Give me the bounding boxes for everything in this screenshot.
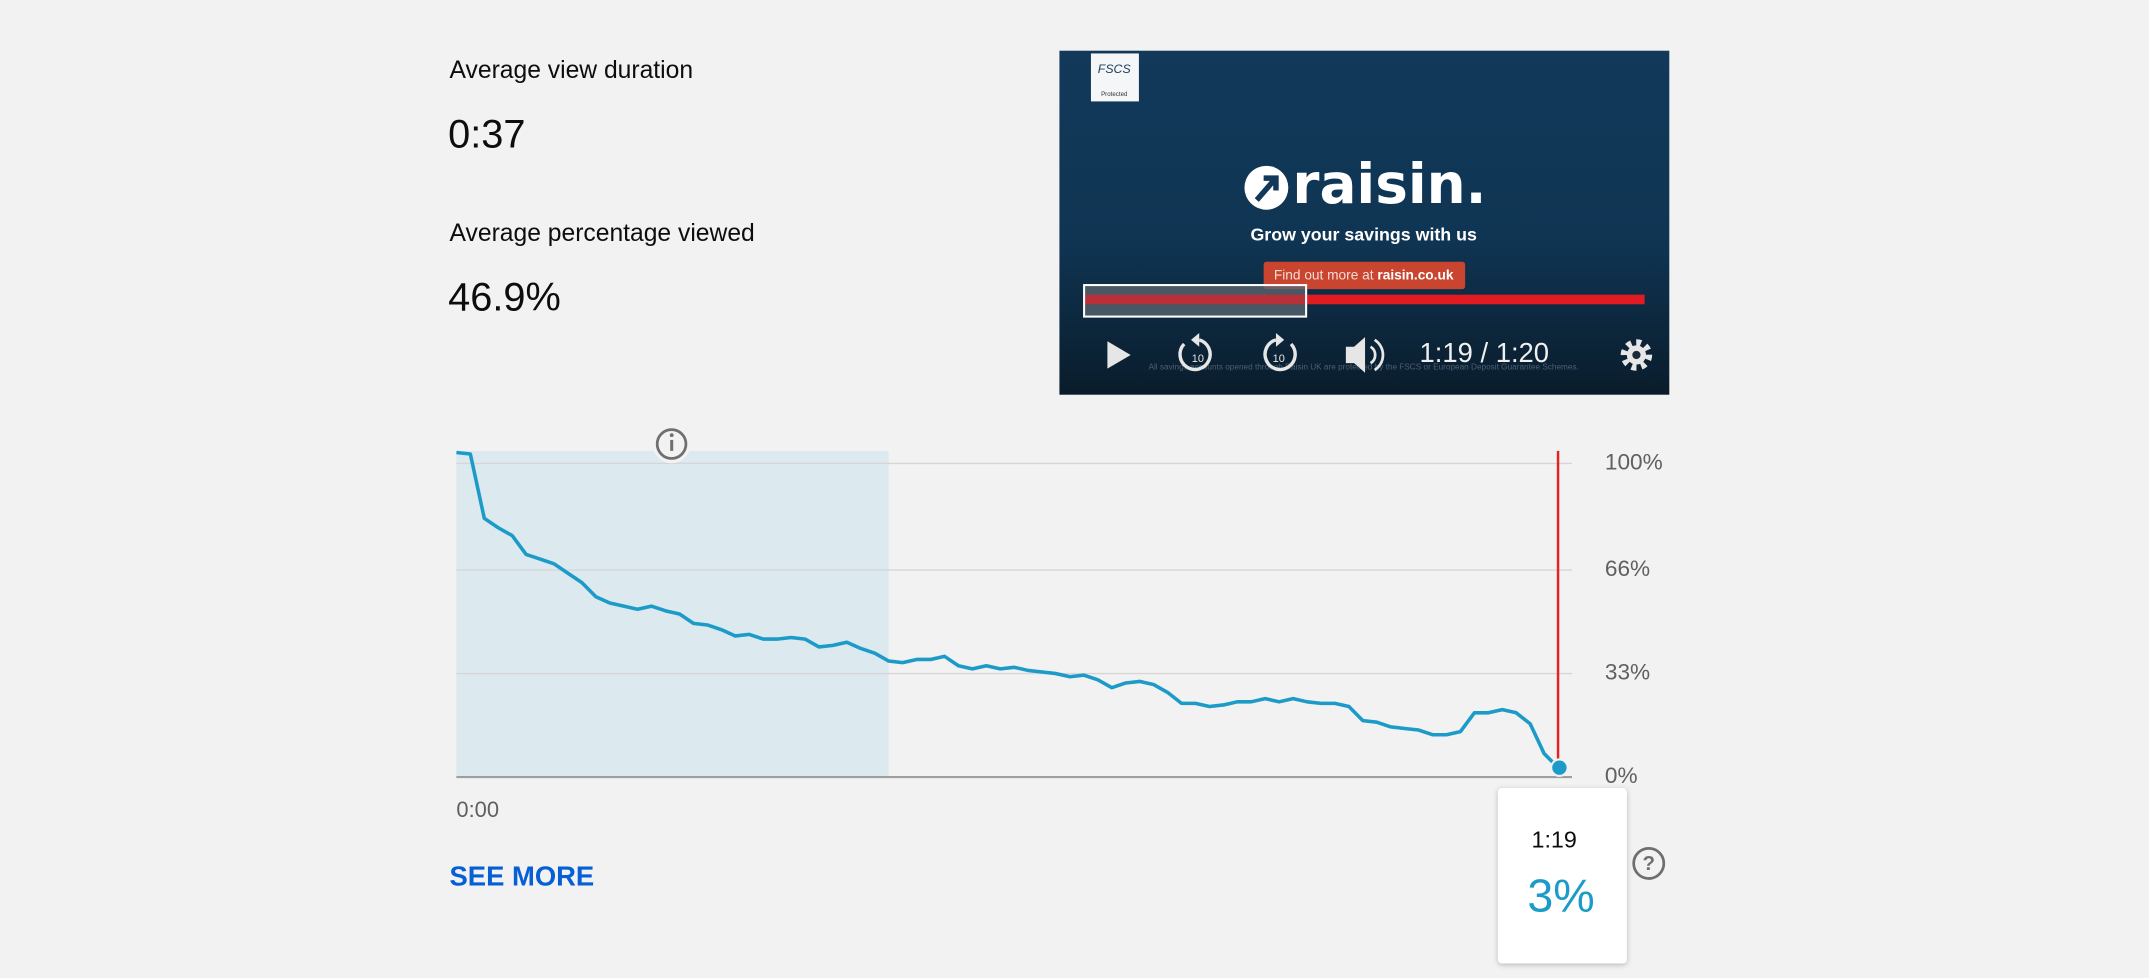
badge-sub: Protected bbox=[1101, 91, 1128, 98]
hover-point bbox=[1550, 758, 1569, 777]
play-button[interactable] bbox=[1107, 341, 1131, 369]
progress-bar[interactable] bbox=[1084, 294, 1645, 305]
info-icon[interactable] bbox=[652, 424, 691, 464]
stat-label: Average percentage viewed bbox=[450, 220, 755, 247]
settings-button[interactable] bbox=[1620, 339, 1653, 371]
video-player[interactable]: FSCS Protected raisin. Grow your savings… bbox=[1059, 50, 1670, 395]
y-tick-label: 0% bbox=[1605, 763, 1638, 788]
tooltip-box bbox=[1497, 788, 1627, 964]
stat-label: Average view duration bbox=[450, 57, 694, 84]
fscs-badge bbox=[1090, 53, 1139, 102]
tooltip-value: 3% bbox=[1527, 869, 1594, 921]
y-tick-label: 66% bbox=[1605, 556, 1650, 581]
rewind-label: 10 bbox=[1192, 353, 1204, 365]
brand: raisin. bbox=[1292, 152, 1486, 216]
see-more-link[interactable]: SEE MORE bbox=[450, 861, 595, 892]
cta-link: raisin.co.uk bbox=[1377, 267, 1453, 282]
player-time: 1:19 / 1:20 bbox=[1420, 337, 1550, 368]
svg-text:?: ? bbox=[1642, 852, 1655, 875]
tagline: Grow your savings with us bbox=[1250, 224, 1477, 244]
cta-prefix: Find out more at bbox=[1274, 267, 1374, 282]
retention-chart: 0% 33% 66% 100% 0:00 bbox=[456, 449, 1663, 822]
badge-text: FSCS bbox=[1098, 62, 1132, 76]
retention-line bbox=[456, 450, 1560, 769]
tooltip-time: 1:19 bbox=[1532, 827, 1577, 853]
volume-button[interactable] bbox=[1345, 337, 1385, 373]
video-frame bbox=[1059, 50, 1670, 395]
cta: Find out more at raisin.co.uk bbox=[1274, 267, 1454, 282]
cta-button bbox=[1263, 261, 1466, 290]
help-icon[interactable]: ? bbox=[1632, 846, 1666, 880]
stat-value: 46.9% bbox=[448, 276, 561, 320]
y-tick-label: 100% bbox=[1605, 449, 1663, 474]
y-tick-label: 33% bbox=[1605, 660, 1650, 685]
stat-value: 0:37 bbox=[448, 113, 525, 157]
preview-bar bbox=[1085, 294, 1305, 305]
rewind-button[interactable] bbox=[1178, 333, 1212, 372]
brand-arrow bbox=[1254, 175, 1279, 202]
x-tick-label: 0:00 bbox=[456, 797, 499, 822]
forward-label: 10 bbox=[1273, 353, 1285, 365]
tooltip: 1:19 3% bbox=[1497, 788, 1627, 964]
forward-button[interactable] bbox=[1263, 333, 1297, 372]
